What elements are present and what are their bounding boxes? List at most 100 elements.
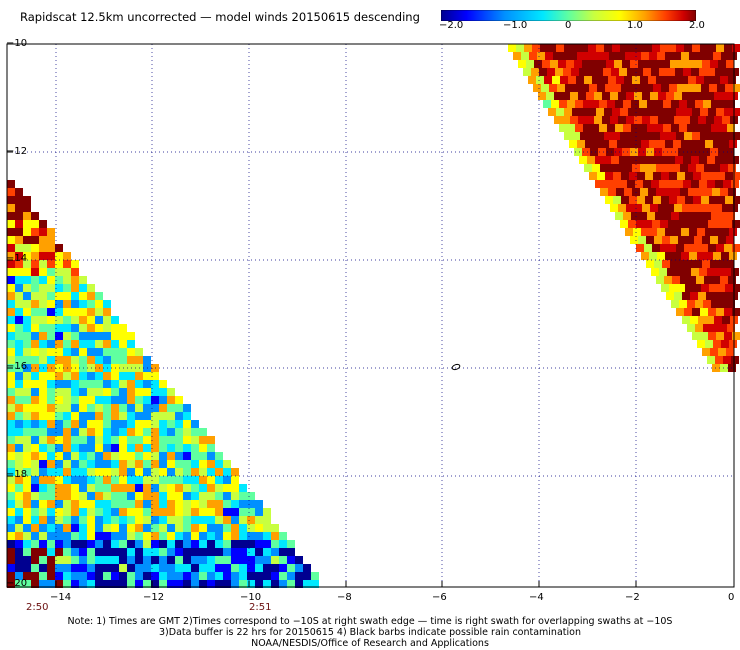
- swath-cell: [79, 300, 87, 308]
- swath-cell: [15, 492, 23, 500]
- swath-cell: [728, 164, 736, 172]
- swath-cell: [55, 516, 63, 524]
- swath-cell: [87, 492, 95, 500]
- swath-cell: [636, 132, 644, 140]
- swath-cell: [7, 260, 15, 268]
- swath-cell: [215, 508, 223, 516]
- swath-cell: [580, 132, 588, 140]
- swath-cell: [23, 324, 31, 332]
- swath-cell: [71, 372, 79, 380]
- swath-cell: [710, 348, 718, 356]
- swath-cell: [103, 404, 111, 412]
- swath-cell: [151, 532, 159, 540]
- swath-cell: [55, 348, 63, 356]
- swath-cell: [159, 476, 167, 484]
- swath-cell: [7, 516, 15, 524]
- swath-cell: [31, 308, 39, 316]
- swath-cell: [271, 564, 279, 572]
- swath-cell: [590, 148, 598, 156]
- swath-cell: [31, 220, 39, 228]
- swath-cell: [287, 548, 295, 556]
- swath-cell: [641, 252, 649, 260]
- swath-cell: [143, 500, 151, 508]
- swath-cell: [583, 124, 591, 132]
- swath-cell: [731, 156, 739, 164]
- swath-cell: [708, 244, 716, 252]
- swath-cell: [175, 524, 183, 532]
- swath-cell: [652, 108, 660, 116]
- swath-cell: [23, 228, 31, 236]
- swath-cell: [699, 180, 707, 188]
- swath-cell: [167, 476, 175, 484]
- swath-cell: [39, 348, 47, 356]
- swath-cell: [598, 148, 606, 156]
- swath-cell: [7, 500, 15, 508]
- swath-cell: [63, 436, 71, 444]
- swath-cell: [613, 172, 621, 180]
- swath-cell: [263, 524, 271, 532]
- swath-cell: [715, 180, 723, 188]
- swath-cell: [55, 436, 63, 444]
- swath-cell: [727, 100, 735, 108]
- swath-cell: [239, 516, 247, 524]
- swath-cell: [15, 292, 23, 300]
- swath-cell: [697, 252, 705, 260]
- swath-cell: [698, 92, 706, 100]
- swath-cell: [103, 476, 111, 484]
- swath-cell: [295, 564, 303, 572]
- swath-cell: [47, 532, 55, 540]
- plot-frame: [6, 43, 735, 588]
- swath-cell: [612, 108, 620, 116]
- swath-cell: [111, 468, 119, 476]
- swath-cell: [39, 340, 47, 348]
- swath-cell: [119, 548, 127, 556]
- swath-cell: [143, 572, 151, 580]
- y-tick-label: −18: [6, 469, 28, 480]
- swath-cell: [708, 220, 716, 228]
- swath-cell: [676, 220, 684, 228]
- swath-cell: [643, 156, 651, 164]
- swath-cell: [79, 436, 87, 444]
- swath-cell: [680, 276, 688, 284]
- swath-cell: [23, 556, 31, 564]
- swath-cell: [731, 268, 739, 276]
- swath-cell: [685, 196, 693, 204]
- swath-cell: [127, 572, 135, 580]
- swath-cell: [119, 508, 127, 516]
- swath-cell: [143, 468, 151, 476]
- swath-cell: [71, 484, 79, 492]
- swath-cell: [63, 468, 71, 476]
- swath-cell: [191, 460, 199, 468]
- swath-cell: [47, 308, 55, 316]
- swath-cell: [63, 380, 71, 388]
- swath-cell: [7, 508, 15, 516]
- swath-cell: [95, 548, 103, 556]
- swath-cell: [575, 124, 583, 132]
- swath-cell: [650, 116, 658, 124]
- swath-cell: [175, 404, 183, 412]
- swath-cell: [127, 332, 135, 340]
- swath-cell: [607, 100, 615, 108]
- swath-cell: [103, 420, 111, 428]
- swath-cell: [727, 300, 735, 308]
- swath-cell: [705, 52, 713, 60]
- swath-cell: [641, 228, 649, 236]
- swath-cell: [239, 508, 247, 516]
- swath-cell: [709, 84, 717, 92]
- swath-cell: [47, 564, 55, 572]
- swath-cell: [660, 220, 668, 228]
- swath-cell: [683, 68, 691, 76]
- swath-cell: [223, 516, 231, 524]
- swath-cell: [701, 84, 709, 92]
- swath-cell: [15, 532, 23, 540]
- swath-cell: [647, 100, 655, 108]
- swath-cell: [588, 132, 596, 140]
- swath-cell: [7, 540, 15, 548]
- swath-cell: [79, 532, 87, 540]
- swath-cell: [191, 428, 199, 436]
- swath-cell: [645, 84, 653, 92]
- swath-cell: [23, 476, 31, 484]
- swath-cell: [700, 308, 708, 316]
- swath-cell: [23, 332, 31, 340]
- swath-cell: [183, 452, 191, 460]
